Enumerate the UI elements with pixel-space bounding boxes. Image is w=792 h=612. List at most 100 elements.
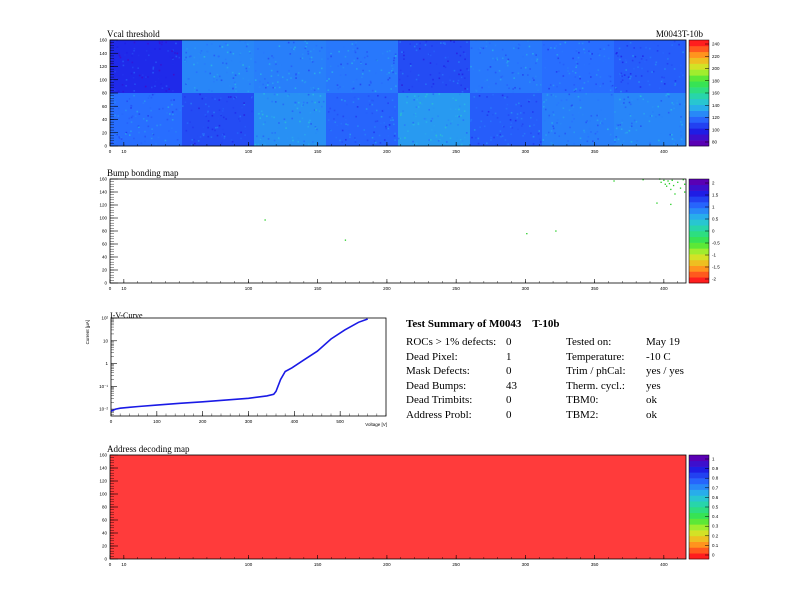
roc-noise [375, 72, 377, 75]
roc-noise [609, 75, 612, 78]
roc-noise [460, 84, 462, 87]
roc-noise [564, 132, 567, 135]
roc-noise [491, 96, 493, 98]
roc-noise [147, 42, 149, 45]
roc-noise [507, 58, 510, 61]
roc-noise [557, 102, 560, 104]
roc-noise [288, 93, 290, 96]
roc-noise [316, 128, 318, 131]
bump-colorbar-segment [689, 231, 709, 238]
roc-noise [360, 62, 362, 65]
roc-noise [185, 60, 188, 63]
roc-noise [301, 103, 303, 106]
roc-noise [350, 90, 353, 93]
roc-noise [652, 70, 655, 73]
roc-noise [598, 54, 601, 57]
roc-noise [196, 62, 199, 64]
roc-noise [316, 129, 319, 132]
roc-noise [596, 119, 599, 122]
roc-noise [199, 136, 202, 138]
addr-colorbar-segment [689, 489, 709, 496]
roc-noise [552, 84, 555, 87]
roc-noise [326, 80, 328, 82]
roc-noise [221, 140, 224, 143]
roc-noise [572, 70, 574, 73]
roc-noise [229, 51, 232, 54]
roc-noise [528, 100, 530, 103]
roc-noise [642, 98, 645, 101]
roc-noise [629, 42, 632, 44]
roc-noise [261, 113, 264, 116]
roc-noise [141, 76, 144, 79]
roc-noise [609, 80, 612, 83]
roc-noise [526, 74, 529, 76]
roc-noise [483, 125, 486, 128]
roc-noise [336, 124, 339, 127]
roc-noise [575, 66, 577, 69]
roc-noise [165, 41, 167, 44]
roc-noise [552, 111, 555, 113]
roc-noise [554, 138, 557, 140]
iv-xlabel: Voltage [V] [365, 422, 387, 427]
roc-noise [130, 105, 133, 107]
roc-noise [457, 115, 459, 117]
roc-noise [402, 51, 405, 54]
bump-background [110, 179, 686, 283]
roc-noise [679, 103, 681, 106]
roc-noise [456, 52, 458, 55]
roc-noise [682, 74, 684, 77]
roc-noise [660, 100, 663, 102]
roc-noise [187, 78, 190, 80]
roc-noise [528, 81, 531, 84]
roc-noise [433, 50, 435, 53]
roc-noise [168, 130, 170, 132]
roc-noise [129, 98, 132, 100]
roc-noise [387, 134, 390, 137]
roc-noise [432, 78, 434, 81]
roc-noise [167, 50, 169, 52]
roc-noise [233, 81, 236, 84]
addr-colorbar-label: 0.6 [712, 495, 719, 500]
bump-ytick-label: 160 [99, 177, 107, 182]
roc-noise [286, 137, 289, 139]
roc-noise [510, 111, 513, 114]
roc-noise [432, 83, 435, 85]
summary-grade: T-10b [532, 318, 560, 330]
roc-noise [318, 101, 320, 103]
roc-noise [409, 64, 412, 67]
roc-noise [131, 52, 134, 55]
roc-noise [639, 46, 642, 49]
roc-noise [280, 78, 282, 81]
roc-noise [461, 140, 464, 142]
roc-noise [218, 124, 221, 127]
vcal-xtick-label: 10 [121, 149, 127, 154]
roc-noise [380, 122, 382, 125]
roc-noise [499, 133, 502, 136]
vcal-xtick-label: 150 [314, 149, 322, 154]
roc-noise [535, 84, 538, 86]
roc-noise [271, 115, 273, 118]
roc-noise [209, 72, 212, 75]
roc-noise [666, 62, 669, 65]
roc-noise [292, 41, 295, 44]
roc-noise [425, 83, 427, 86]
roc-noise [144, 59, 147, 61]
roc-noise [160, 43, 163, 46]
roc-noise [482, 42, 484, 44]
roc-noise [344, 138, 347, 141]
roc-noise [499, 130, 502, 132]
roc-noise [616, 51, 618, 54]
roc-noise [361, 76, 363, 78]
bump-xtick-label: 100 [245, 286, 253, 291]
roc-cell [182, 40, 255, 94]
roc-noise [496, 57, 498, 59]
bump-point [526, 233, 528, 235]
roc-noise [547, 116, 550, 119]
roc-noise [213, 54, 216, 57]
roc-noise [623, 98, 626, 101]
roc-noise [364, 133, 367, 136]
bump-xtick-label: 350 [591, 286, 599, 291]
roc-noise [296, 107, 299, 110]
roc-noise [619, 124, 622, 126]
roc-noise [312, 93, 315, 96]
